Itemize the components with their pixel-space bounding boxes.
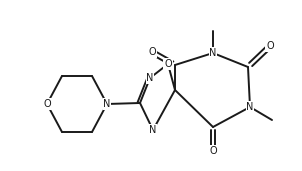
Text: N: N bbox=[146, 73, 154, 83]
Text: N: N bbox=[149, 125, 157, 135]
Text: O: O bbox=[164, 59, 172, 69]
Text: O: O bbox=[43, 99, 51, 109]
Text: N: N bbox=[103, 99, 111, 109]
Text: O: O bbox=[266, 41, 274, 51]
Text: O: O bbox=[209, 146, 217, 156]
Text: O: O bbox=[148, 47, 156, 57]
Text: N: N bbox=[209, 48, 217, 58]
Text: N: N bbox=[246, 102, 254, 112]
